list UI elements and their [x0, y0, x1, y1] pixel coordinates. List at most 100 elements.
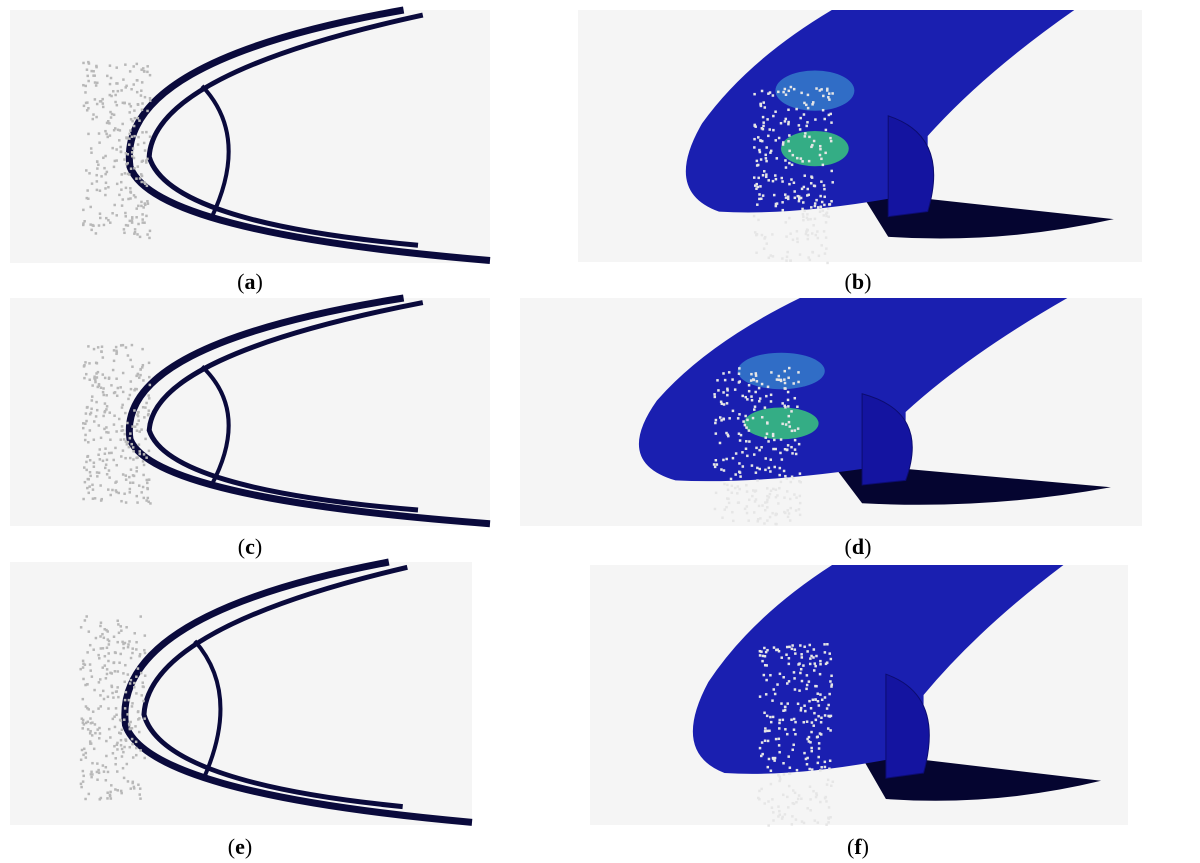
debris-particle: [774, 495, 778, 499]
debris-particle: [138, 787, 142, 790]
debris-particle: [814, 664, 817, 668]
debris-particle: [782, 761, 785, 765]
debris-particle: [108, 793, 112, 797]
debris-particle: [773, 438, 776, 442]
debris-particle: [144, 159, 148, 162]
debris-particle: [115, 103, 119, 107]
debris-particle: [130, 217, 134, 220]
debris-particle: [115, 490, 118, 494]
debris-particle: [132, 787, 136, 790]
debris-particle: [824, 128, 828, 132]
debris-particle: [138, 450, 141, 453]
debris-particle: [97, 383, 101, 386]
debris-particle: [826, 207, 830, 211]
debris-particle: [777, 136, 781, 140]
debris-particle: [763, 106, 767, 109]
debris-particle: [726, 393, 729, 397]
debris-particle: [105, 473, 109, 476]
debris-particle: [138, 119, 141, 122]
debris-particle: [753, 231, 757, 234]
debris-particle: [767, 134, 770, 138]
debris-particle: [113, 744, 116, 748]
debris-particle: [799, 644, 802, 647]
debris-particle: [131, 781, 134, 785]
debris-particle: [133, 109, 136, 112]
debris-particle: [122, 78, 125, 81]
debris-particle: [817, 747, 821, 750]
debris-particle: [89, 669, 92, 672]
debris-particle: [769, 400, 773, 403]
debris-particle: [132, 449, 135, 453]
debris-particle: [104, 463, 108, 466]
debris-particle: [143, 149, 147, 152]
debris-particle: [797, 197, 801, 201]
debris-particle: [763, 730, 767, 733]
debris-particle: [142, 67, 145, 70]
debris-particle: [84, 756, 88, 759]
debris-particle: [90, 734, 94, 737]
debris-particle: [741, 394, 744, 398]
debris-particle: [147, 394, 150, 397]
debris-particle: [94, 636, 98, 640]
debris-particle: [88, 470, 92, 474]
debris-particle: [782, 793, 785, 797]
debris-particle: [806, 737, 809, 741]
debris-particle: [107, 652, 110, 655]
debris-particle: [766, 765, 770, 769]
debris-particle: [786, 250, 789, 254]
debris-particle: [788, 161, 791, 165]
stress-zone: [775, 70, 855, 111]
debris-particle: [778, 466, 782, 470]
debris-particle: [763, 654, 767, 658]
debris-particle: [795, 230, 799, 233]
debris-particle: [795, 496, 798, 499]
debris-particle: [138, 376, 141, 379]
debris-particle: [116, 670, 120, 673]
caption-part: ): [864, 269, 871, 294]
debris-particle: [113, 670, 117, 673]
debris-particle: [135, 62, 139, 66]
debris-particle: [775, 378, 779, 381]
debris-particle: [87, 708, 91, 711]
debris-particle: [108, 476, 111, 479]
debris-particle: [80, 748, 84, 752]
debris-particle: [756, 479, 759, 482]
debris-particle: [781, 180, 784, 183]
debris-particle: [783, 404, 786, 408]
debris-particle: [762, 247, 766, 250]
debris-particle: [98, 100, 102, 103]
debris-particle: [147, 449, 151, 453]
debris-particle: [119, 386, 122, 389]
debris-particle: [142, 206, 145, 209]
debris-particle: [781, 815, 784, 819]
debris-particle: [142, 473, 145, 477]
debris-particle: [786, 509, 789, 512]
debris-particle: [752, 378, 756, 382]
debris-particle: [116, 686, 119, 689]
panel-caption: (b): [845, 269, 872, 294]
debris-particle: [720, 419, 723, 422]
debris-particle: [89, 205, 92, 209]
debris-particle: [762, 121, 765, 124]
debris-particle: [128, 70, 132, 73]
debris-particle: [98, 726, 101, 730]
debris-particle: [787, 680, 791, 683]
debris-particle: [142, 379, 145, 382]
debris-particle: [758, 798, 761, 801]
debris-particle: [134, 725, 137, 728]
debris-particle: [128, 487, 132, 491]
debris-particle: [800, 187, 804, 191]
debris-particle: [778, 777, 782, 781]
debris-particle: [119, 744, 123, 747]
debris-particle: [87, 79, 90, 83]
debris-particle: [119, 652, 122, 656]
debris-particle: [95, 770, 99, 774]
debris-particle: [782, 90, 785, 94]
debris-particle: [790, 445, 793, 449]
debris-particle: [790, 718, 793, 722]
debris-particle: [738, 487, 741, 491]
debris-particle: [89, 742, 92, 745]
debris-particle: [766, 494, 769, 498]
debris-particle: [91, 497, 95, 500]
